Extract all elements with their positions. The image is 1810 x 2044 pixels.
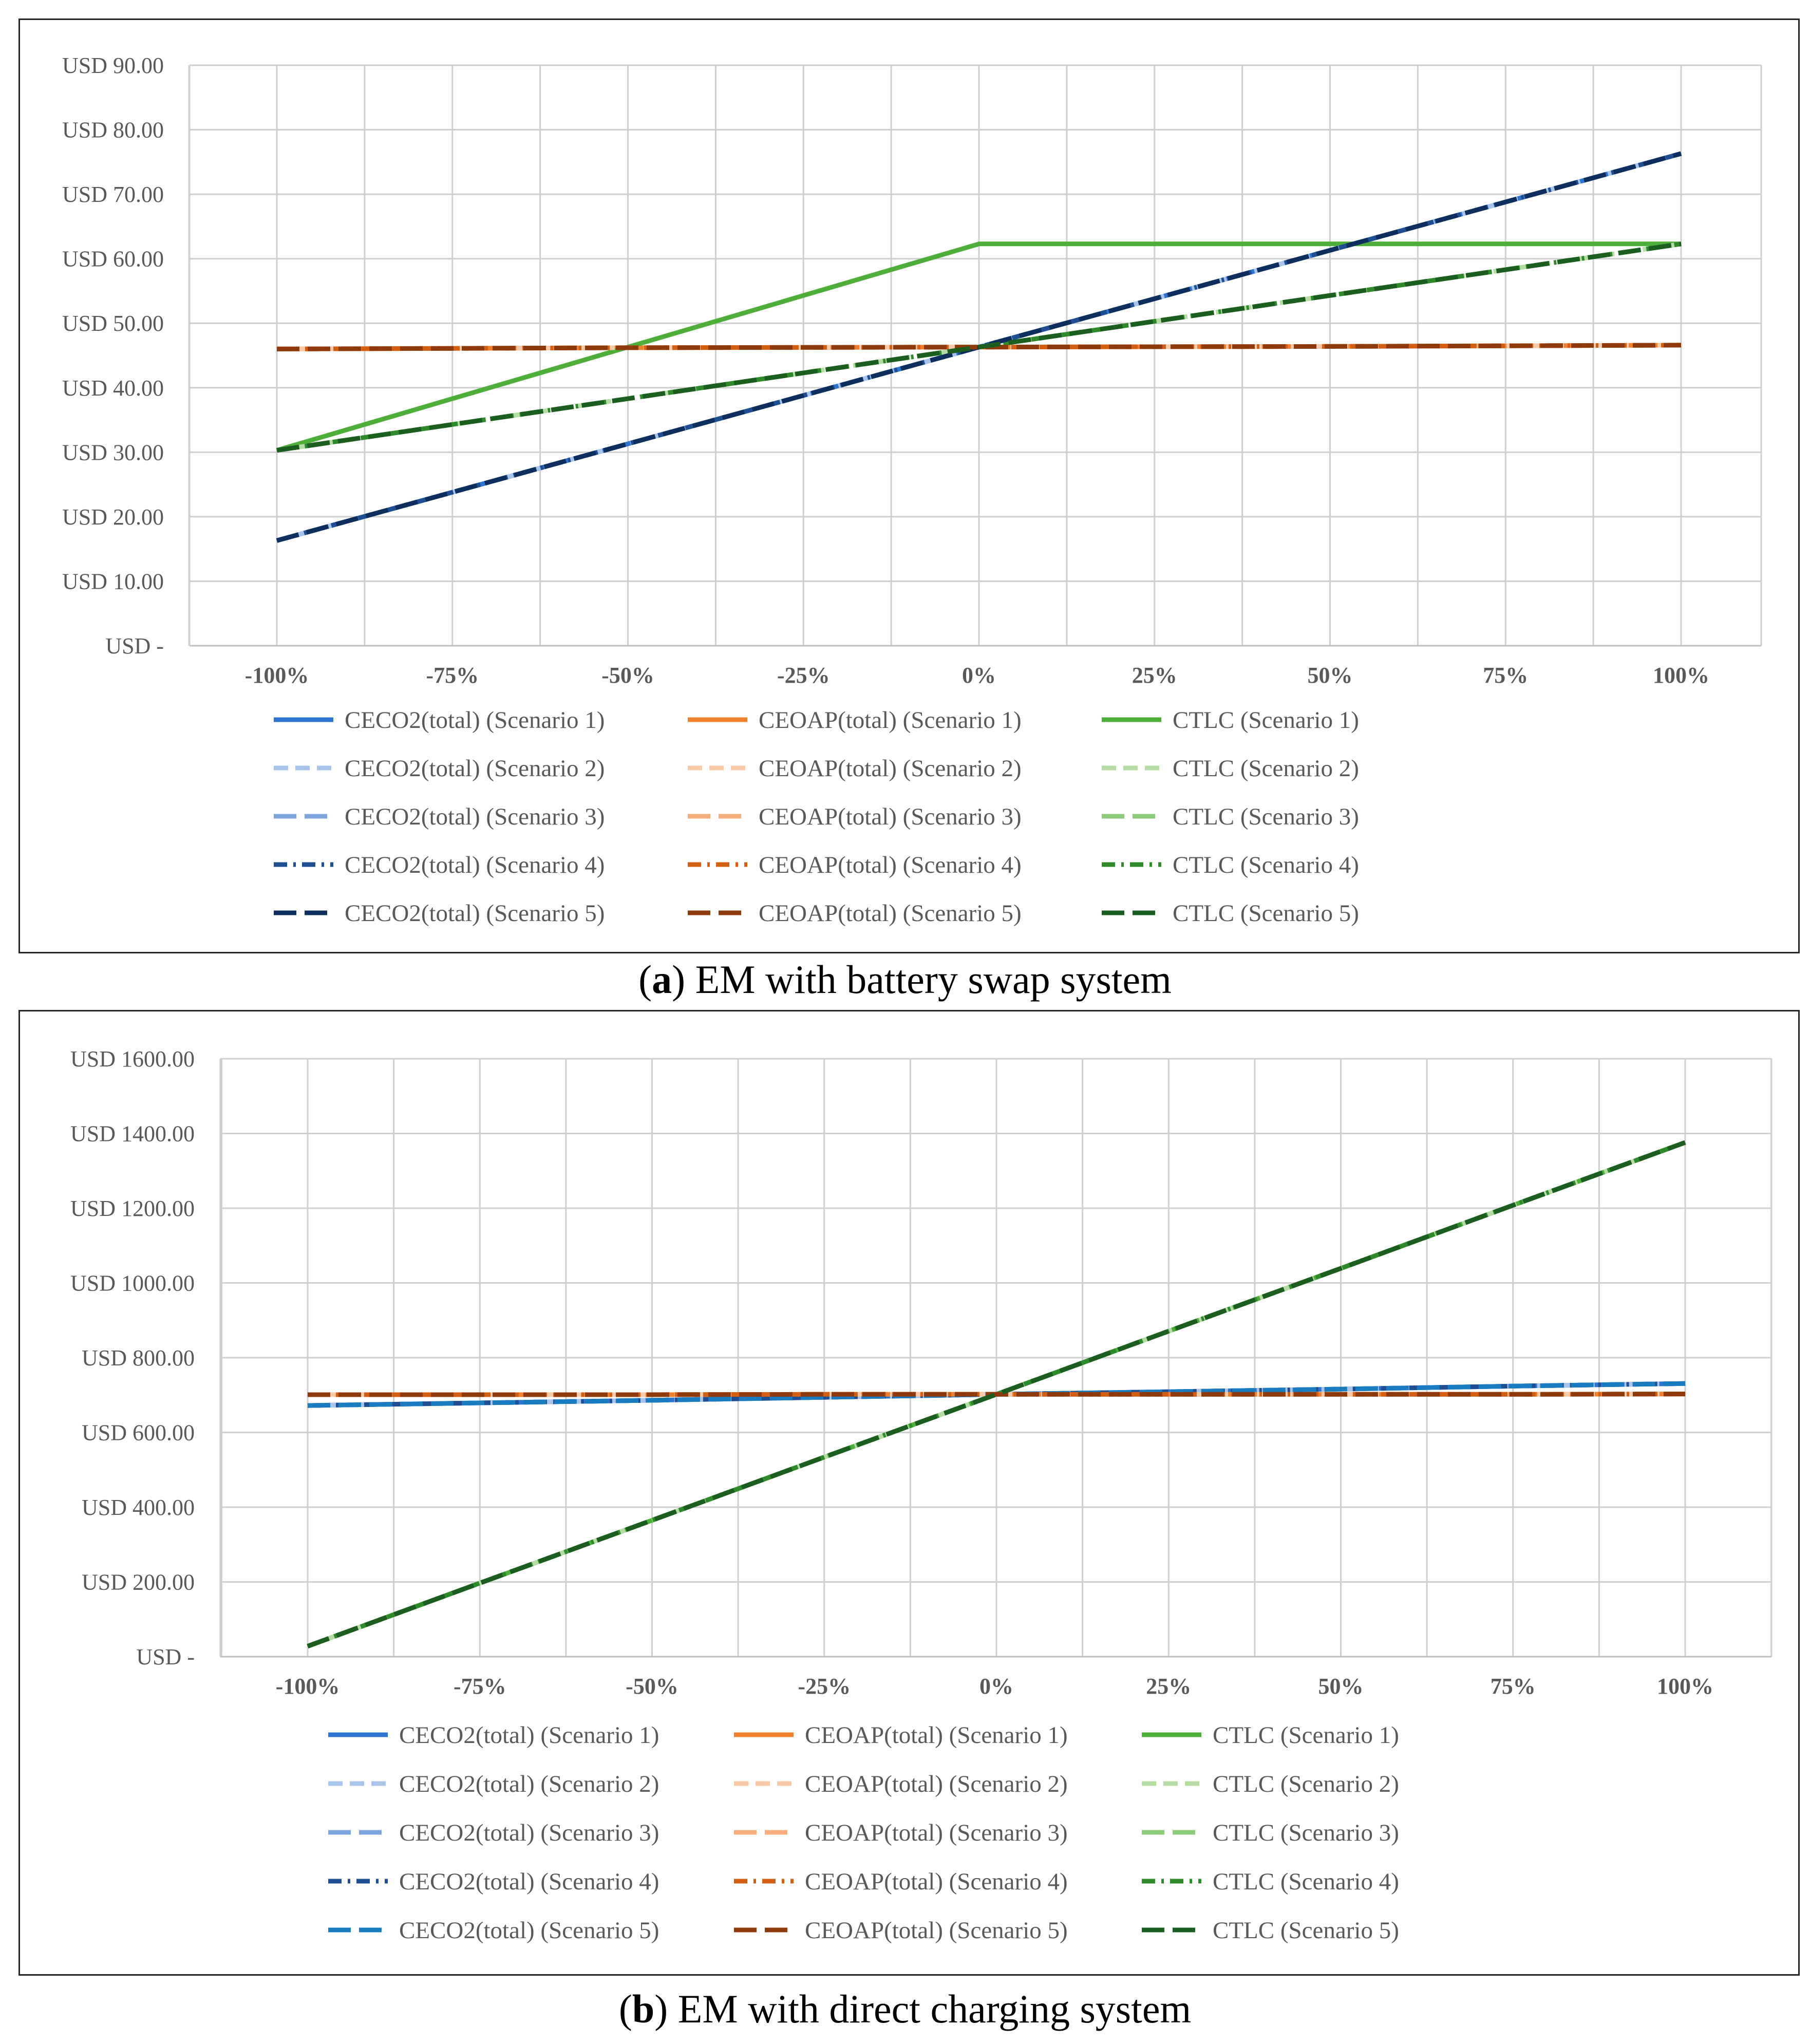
series-line-14 [276, 343, 1682, 351]
x-tick-label: 50% [1308, 663, 1353, 688]
chart-a-svg: USD - USD 10.00 USD 20.00 USD 30.00 USD 40.0… [62, 53, 1762, 927]
x-tick-label: -50% [626, 1674, 678, 1699]
legend-label: CTLC (Scenario 3) [1173, 803, 1359, 830]
legend-label: CECO2(total) (Scenario 2) [345, 755, 605, 782]
y-tick-label: USD 70.00 [62, 182, 164, 207]
y-tick-label: USD 40.00 [62, 376, 164, 401]
y-tick-label: USD 1600.00 [70, 1046, 195, 1072]
chart-panel-a: USD - USD 10.00 USD 20.00 USD 30.00 USD 40.0… [18, 18, 1800, 953]
legend-label: CECO2(total) (Scenario 3) [345, 803, 605, 830]
y-tick-label: USD 400.00 [82, 1495, 195, 1520]
legend-label: CTLC (Scenario 5) [1173, 900, 1359, 927]
legend-label: CEOAP(total) (Scenario 2) [805, 1771, 1068, 1797]
legend-label: CEOAP(total) (Scenario 3) [759, 803, 1022, 830]
series-line-15 [307, 1140, 1686, 1648]
legend-label: CECO2(total) (Scenario 5) [399, 1917, 659, 1944]
y-tick-label: USD 1000.00 [70, 1271, 195, 1296]
caption-b-text: EM with direct charging system [668, 1986, 1192, 2031]
legend-label: CTLC (Scenario 3) [1213, 1820, 1399, 1846]
y-tick-label: USD 1400.00 [70, 1121, 195, 1147]
legend-label: CTLC (Scenario 1) [1173, 707, 1359, 734]
chart-b-svg: USD - USD 200.00 USD 400.00 USD 600.00 USD 8… [70, 1046, 1773, 1944]
y-tick-label: USD 30.00 [62, 440, 164, 465]
legend-label: CTLC (Scenario 2) [1213, 1771, 1399, 1797]
x-tick-label: -75% [426, 663, 479, 688]
x-tick-label: -25% [777, 663, 830, 688]
x-tick-label: 75% [1483, 663, 1528, 688]
y-tick-label: USD 600.00 [82, 1420, 195, 1446]
caption-b: (b) EM with direct charging system [618, 1986, 1192, 2031]
x-tick-label: -100% [276, 1674, 340, 1699]
legend-label: CTLC (Scenario 5) [1213, 1917, 1399, 1944]
caption-a: (a) EM with battery swap system [638, 957, 1172, 1002]
legend-label: CEOAP(total) (Scenario 5) [759, 900, 1022, 927]
x-tick-label: 100% [1653, 663, 1709, 688]
x-tick-label: 0% [979, 1674, 1013, 1699]
y-tick-label: USD 80.00 [62, 118, 164, 143]
legend-label: CEOAP(total) (Scenario 1) [805, 1722, 1068, 1749]
legend-label: CEOAP(total) (Scenario 5) [805, 1917, 1068, 1944]
caption-a-text: EM with battery swap system [685, 957, 1172, 1002]
x-tick-label: 25% [1132, 663, 1177, 688]
legend-label: CTLC (Scenario 4) [1213, 1868, 1399, 1895]
legend-label: CEOAP(total) (Scenario 2) [759, 755, 1022, 782]
y-tick-label: USD - [105, 633, 164, 659]
legend-label: CECO2(total) (Scenario 1) [399, 1722, 659, 1749]
y-tick-label: USD 60.00 [62, 247, 164, 272]
series-line-15 [276, 241, 1682, 453]
x-tick-label: -50% [601, 663, 654, 688]
x-tick-label: -75% [454, 1674, 506, 1699]
y-tick-label: USD 20.00 [62, 504, 164, 530]
y-tick-label: USD 10.00 [62, 569, 164, 594]
x-tick-label: 50% [1318, 1674, 1364, 1699]
legend-label: CTLC (Scenario 4) [1173, 852, 1359, 878]
series-line-14 [308, 1392, 1686, 1397]
y-tick-label: USD 90.00 [62, 53, 164, 78]
legend-label: CECO2(total) (Scenario 5) [345, 900, 605, 927]
chart-panel-b: USD - USD 200.00 USD 400.00 USD 600.00 USD 8… [18, 1010, 1800, 1976]
y-tick-label: USD 50.00 [62, 311, 164, 336]
legend-label: CEOAP(total) (Scenario 4) [759, 852, 1022, 878]
legend-label: CEOAP(total) (Scenario 4) [805, 1868, 1068, 1895]
caption-a-letter: a [652, 957, 672, 1002]
series-line-3 [276, 241, 1681, 453]
x-tick-label: -25% [798, 1674, 851, 1699]
x-tick-label: 75% [1491, 1674, 1536, 1699]
legend-label: CECO2(total) (Scenario 4) [399, 1868, 659, 1895]
y-tick-label: USD - [136, 1644, 195, 1670]
legend-label: CEOAP(total) (Scenario 1) [759, 707, 1022, 734]
x-tick-label: 25% [1146, 1674, 1191, 1699]
x-tick-label: -100% [245, 663, 309, 688]
y-tick-label: USD 1200.00 [70, 1196, 195, 1221]
y-tick-label: USD 800.00 [82, 1345, 195, 1371]
legend-label: CECO2(total) (Scenario 1) [345, 707, 605, 734]
legend-label: CECO2(total) (Scenario 2) [399, 1771, 659, 1797]
x-tick-label: 100% [1657, 1674, 1713, 1699]
caption-b-letter: b [632, 1986, 655, 2031]
legend-label: CEOAP(total) (Scenario 3) [805, 1820, 1068, 1846]
x-tick-label: 0% [962, 663, 996, 688]
y-tick-label: USD 200.00 [82, 1570, 195, 1595]
legend-label: CTLC (Scenario 1) [1213, 1722, 1399, 1749]
legend-label: CECO2(total) (Scenario 3) [399, 1820, 659, 1846]
legend-label: CECO2(total) (Scenario 4) [345, 852, 605, 878]
legend-label: CTLC (Scenario 2) [1173, 755, 1359, 782]
